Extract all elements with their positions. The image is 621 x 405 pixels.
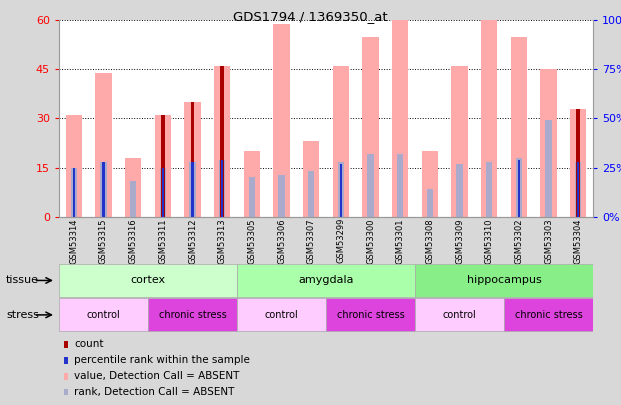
Bar	[545, 120, 552, 217]
Bar	[338, 162, 344, 217]
Bar	[102, 162, 105, 217]
Bar	[340, 164, 342, 217]
Bar	[161, 168, 164, 217]
Bar	[96, 72, 112, 217]
Text: cortex: cortex	[130, 275, 166, 286]
Text: rank, Detection Call = ABSENT: rank, Detection Call = ABSENT	[74, 387, 234, 397]
Bar	[59, 264, 237, 297]
Bar	[243, 151, 260, 217]
Text: count: count	[74, 339, 104, 350]
Bar	[148, 298, 237, 331]
Bar	[486, 162, 492, 217]
Bar	[363, 36, 379, 217]
Bar	[220, 66, 224, 217]
Bar	[422, 151, 438, 217]
Bar	[303, 141, 319, 217]
Bar	[191, 102, 194, 217]
Bar	[397, 154, 404, 217]
Bar	[367, 154, 374, 217]
Text: value, Detection Call = ABSENT: value, Detection Call = ABSENT	[74, 371, 239, 381]
Text: percentile rank within the sample: percentile rank within the sample	[74, 355, 250, 365]
Bar	[577, 162, 579, 217]
Bar	[161, 115, 165, 217]
Text: stress: stress	[6, 310, 39, 320]
Bar	[575, 162, 581, 217]
Bar	[155, 115, 171, 217]
Text: hippocampus: hippocampus	[466, 275, 542, 286]
Bar	[59, 298, 148, 331]
Bar	[308, 171, 314, 217]
Bar	[237, 298, 326, 331]
Bar	[451, 66, 468, 217]
Text: chronic stress: chronic stress	[158, 310, 227, 320]
Bar	[66, 115, 82, 217]
Bar	[515, 158, 522, 217]
Bar	[71, 168, 77, 217]
Bar	[510, 36, 527, 217]
Bar	[130, 181, 137, 217]
Bar	[248, 177, 255, 217]
Bar	[576, 109, 580, 217]
Text: tissue: tissue	[6, 275, 39, 286]
Text: amygdala: amygdala	[298, 275, 354, 286]
Bar	[160, 168, 166, 217]
Bar	[73, 168, 75, 217]
Text: chronic stress: chronic stress	[515, 310, 582, 320]
Bar	[65, 341, 68, 348]
Bar	[191, 162, 194, 217]
Bar	[504, 298, 593, 331]
Bar	[518, 160, 520, 217]
Text: chronic stress: chronic stress	[337, 310, 404, 320]
Bar	[570, 109, 586, 217]
Bar	[65, 357, 68, 364]
Bar	[333, 66, 349, 217]
Bar	[392, 20, 409, 217]
Bar	[214, 66, 230, 217]
Bar	[540, 69, 556, 217]
Bar	[326, 298, 415, 331]
Bar	[481, 20, 497, 217]
Bar	[184, 102, 201, 217]
Text: control: control	[86, 310, 120, 320]
Bar	[65, 388, 68, 395]
Bar	[456, 164, 463, 217]
Bar	[189, 162, 196, 217]
Bar	[221, 160, 224, 217]
Bar	[65, 373, 68, 379]
Bar	[273, 23, 289, 217]
Text: control: control	[265, 310, 299, 320]
Bar	[415, 264, 593, 297]
Bar	[237, 264, 415, 297]
Bar	[100, 162, 107, 217]
Bar	[278, 175, 285, 217]
Bar	[427, 189, 433, 217]
Bar	[415, 298, 504, 331]
Bar	[125, 158, 142, 217]
Bar	[219, 160, 225, 217]
Text: control: control	[443, 310, 476, 320]
Text: GDS1794 / 1369350_at: GDS1794 / 1369350_at	[233, 10, 388, 23]
